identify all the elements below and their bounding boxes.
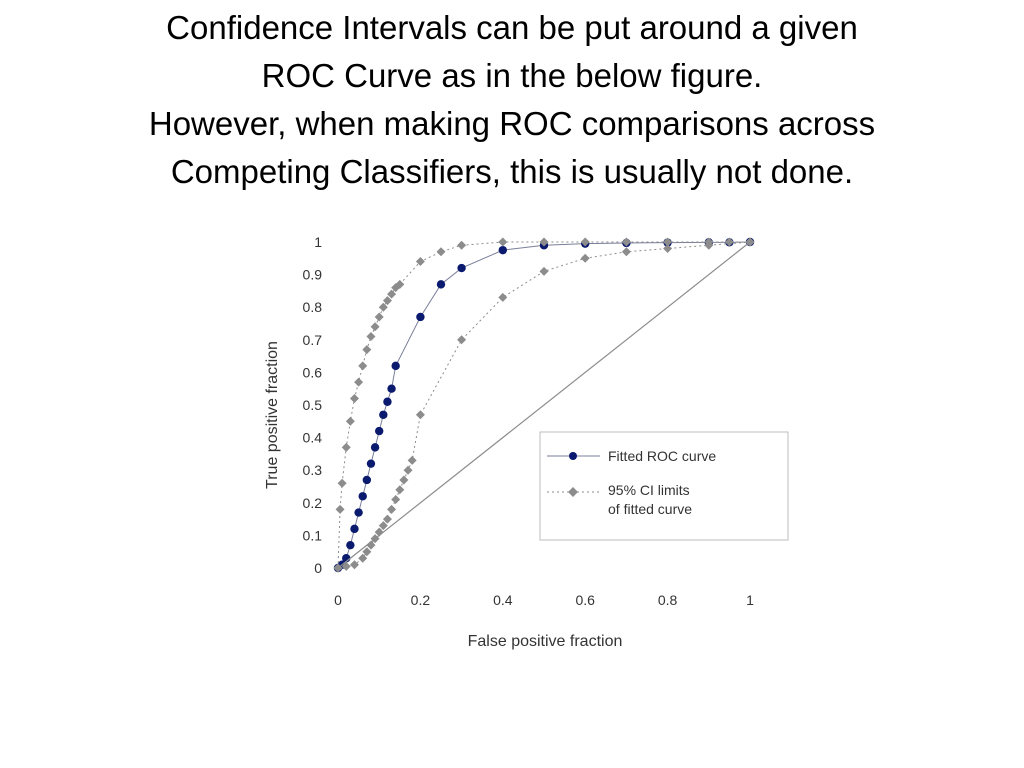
fitted-roc-point	[387, 384, 396, 393]
fitted-roc-point	[358, 492, 367, 501]
y-tick-label: 0.1	[303, 527, 323, 543]
legend-ci-label-2: of fitted curve	[608, 501, 692, 517]
x-axis-label: False positive fraction	[468, 633, 623, 650]
ci-upper-point	[539, 237, 549, 247]
legend-box	[539, 431, 789, 541]
ci-lower-point	[457, 335, 467, 345]
y-tick-label: 0.3	[303, 462, 323, 478]
ci-upper-point	[387, 289, 397, 299]
ci-upper-point	[362, 345, 372, 355]
ci-upper-point	[621, 237, 631, 247]
ci-upper-point	[498, 237, 508, 247]
ci-lower-point	[349, 560, 359, 570]
ci-lower-point	[387, 504, 397, 514]
series-layer	[333, 237, 755, 573]
ci-upper-point	[663, 237, 673, 247]
ci-upper-point	[374, 312, 384, 322]
legend-fitted-label: Fitted ROC curve	[608, 448, 716, 464]
ci-lower-point	[391, 495, 401, 505]
ci-lower-point	[341, 561, 351, 571]
ci-lower-point	[378, 521, 388, 531]
fitted-roc-point	[346, 540, 355, 550]
ci-upper-point	[345, 416, 355, 426]
x-tick-label: 0.4	[493, 592, 513, 608]
slide-title: Confidence Intervals can be put around a…	[0, 4, 1024, 196]
x-ticks: 0 0.2 0.4 0.6 0.8 1	[334, 592, 754, 608]
ci-lower-point	[395, 485, 405, 495]
fitted-roc-point	[375, 426, 384, 436]
y-axis-label: True positive fraction	[264, 341, 281, 489]
x-tick-label: 0.6	[575, 592, 595, 608]
ci-upper-point	[580, 237, 590, 247]
legend-ci-marker	[568, 487, 578, 497]
ci-lower-point	[399, 475, 409, 485]
fitted-roc-point	[366, 459, 376, 468]
x-tick-label: 0	[334, 592, 342, 608]
ci-lower-point	[663, 244, 673, 254]
ci-upper-point	[415, 257, 425, 267]
ci-lower-point	[415, 410, 425, 420]
ci-upper-point	[382, 296, 392, 306]
x-tick-label: 1	[746, 592, 754, 608]
title-line-1: Confidence Intervals can be put around a…	[166, 9, 858, 46]
ci-lower-point	[704, 240, 714, 250]
ci-lower-point	[374, 527, 384, 537]
x-tick-label: 0.2	[411, 592, 431, 608]
y-tick-label: 0	[314, 560, 322, 576]
fitted-roc-point	[354, 508, 363, 517]
ci-upper-point	[457, 240, 467, 250]
y-tick-label: 0.5	[303, 397, 323, 413]
legend-ci-label-1: 95% CI limits	[608, 482, 690, 498]
chance-diagonal-line	[337, 241, 751, 569]
fitted-roc-point	[379, 410, 388, 419]
ci-upper-point	[358, 361, 368, 371]
y-tick-label: 0.4	[303, 430, 323, 446]
fitted-roc-point	[370, 443, 380, 452]
ci-lower-point	[366, 540, 376, 550]
fitted-roc-point	[362, 475, 372, 485]
ci-lower-point	[403, 465, 413, 475]
ci-upper-point	[337, 478, 347, 488]
ci-upper-point	[349, 393, 359, 403]
fitted-roc-point	[436, 280, 446, 289]
ci-upper-point	[366, 332, 376, 342]
ci-lower-point	[358, 553, 368, 563]
y-tick-label: 1	[314, 234, 322, 250]
title-line-2: ROC Curve as in the below figure.	[261, 57, 763, 94]
ci-lower-point	[580, 253, 590, 263]
y-ticks: 0 0.1 0.2 0.3 0.4 0.5 0.6 0.7 0.8 0.9 1	[303, 234, 323, 576]
ci-upper-point	[335, 504, 345, 514]
fitted-roc-point	[383, 397, 392, 406]
ci-lower-point	[382, 514, 392, 524]
ci-lower-point	[498, 292, 508, 302]
ci-upper-point	[378, 302, 388, 312]
ci-upper-point	[370, 322, 380, 332]
ci-lower-point	[362, 547, 372, 557]
legend: Fitted ROC curve 95% CI limits of fitted…	[539, 431, 789, 541]
y-tick-label: 0.7	[303, 332, 323, 348]
y-tick-label: 0.6	[303, 364, 323, 380]
ci-upper-point	[395, 279, 405, 289]
ci-upper-point	[341, 442, 351, 452]
ci-lower-point	[621, 247, 631, 257]
ci-lower-point	[407, 455, 417, 465]
fitted-roc-point	[457, 263, 466, 273]
ci-upper-point	[354, 377, 364, 387]
ci-upper-point	[436, 247, 446, 257]
title-line-4: Competing Classifiers, this is usually n…	[170, 153, 854, 190]
y-tick-label: 0.8	[303, 299, 323, 315]
fitted-roc-point	[416, 312, 425, 322]
ci-upper-point	[724, 237, 734, 247]
fitted-roc-point	[350, 524, 359, 534]
ci-lower-point	[539, 266, 549, 276]
fitted-roc-point	[391, 361, 400, 371]
y-tick-label: 0.2	[303, 495, 323, 511]
x-tick-label: 0.8	[658, 592, 678, 608]
legend-fitted-marker	[569, 452, 577, 460]
fitted-roc-point	[498, 245, 507, 255]
title-line-3: However, when making ROC comparisons acr…	[148, 105, 876, 142]
y-tick-label: 0.9	[303, 267, 323, 283]
